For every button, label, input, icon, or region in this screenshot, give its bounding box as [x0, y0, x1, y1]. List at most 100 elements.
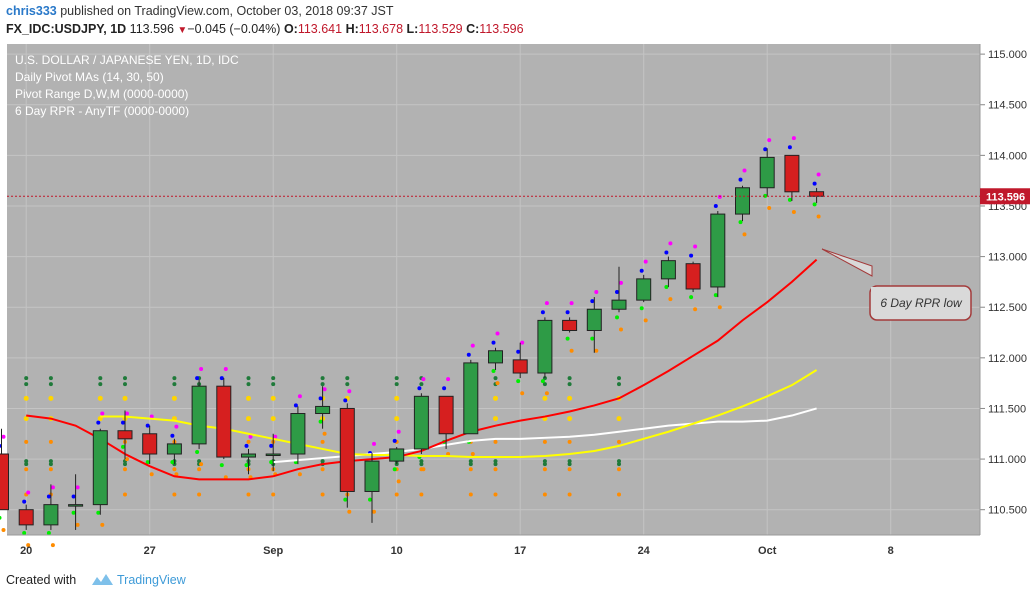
x-tick-label: 20 [20, 545, 32, 557]
candle-body [0, 453, 9, 511]
rpr-dot [590, 299, 595, 304]
x-tick-label: 17 [514, 545, 526, 557]
pivot-dot [542, 382, 547, 387]
pivot-dot [542, 439, 547, 444]
time-axis[interactable] [7, 535, 980, 562]
low-value: 113.529 [418, 22, 463, 36]
rpr-dot [717, 305, 722, 310]
pivot-dot [172, 492, 177, 497]
rpr-dot [693, 307, 698, 312]
pivot-dot [171, 395, 177, 401]
rpr-dot [791, 136, 796, 141]
pivot-dot [48, 467, 53, 472]
pivot-dot [24, 376, 29, 381]
published-text: published on TradingView.com, October 03… [60, 4, 394, 18]
rpr-dot [293, 403, 298, 408]
pivot-dot [246, 376, 251, 381]
candle-body [364, 460, 380, 492]
price-axis[interactable] [980, 44, 1036, 535]
legend-indicator-rpr[interactable]: 6 Day RPR - AnyTF (0000-0000) [15, 104, 189, 118]
rpr-dot [100, 522, 105, 527]
pivot-dot [271, 382, 276, 387]
candle-body [488, 350, 503, 364]
rpr-dot [0, 515, 2, 520]
rpr-dot [668, 241, 673, 246]
x-tick-label: Sep [263, 545, 283, 557]
pivot-dot [98, 382, 103, 387]
rpr-dot [318, 419, 323, 424]
rpr-dot [717, 194, 722, 199]
pivot-dot [48, 376, 53, 381]
author-link[interactable]: chris333 [6, 4, 57, 18]
candle-body [241, 453, 256, 458]
candle-body [389, 448, 405, 462]
candles [0, 148, 825, 530]
pivot-dot [419, 459, 424, 464]
y-tick-label: 111.500 [988, 403, 1026, 415]
pivot-dot [320, 376, 325, 381]
rpr-dot [269, 460, 274, 465]
rpr-dot [466, 352, 471, 357]
rpr-dot [713, 293, 718, 298]
rpr-dot [322, 431, 327, 436]
pivot-dot [48, 462, 53, 467]
rpr-dot [121, 444, 125, 449]
rpr-dot [738, 220, 743, 225]
rpr-dot [219, 463, 224, 468]
rpr-dot [421, 377, 426, 382]
rpr-dot [470, 343, 475, 348]
legend-indicator-pivot-range[interactable]: Pivot Range D,W,M (0000-0000) [15, 87, 188, 101]
pivot-dot [493, 492, 498, 497]
publish-line: chris333 published on TradingView.com, O… [6, 4, 394, 18]
rpr-dot [442, 386, 447, 391]
candle-body [315, 405, 331, 415]
rpr-dot [368, 497, 372, 502]
rpr-dot [639, 306, 644, 311]
rpr-dot [791, 210, 796, 215]
grid-lines [7, 44, 980, 535]
pivot-dot [493, 395, 498, 401]
pivot-dot [320, 467, 325, 472]
pivot-dot [48, 382, 53, 387]
pivot-dot [468, 459, 473, 464]
rpr-dot [199, 366, 204, 371]
chart-footer: Created with TradingView [0, 562, 1036, 598]
rpr-dot [470, 452, 475, 457]
rpr-dot [125, 411, 129, 416]
pivot-dot [567, 492, 572, 497]
rpr-dot [544, 391, 549, 396]
rpr-dot [347, 389, 352, 394]
candle-body [18, 509, 34, 526]
rpr-dot [787, 145, 792, 150]
pivot-dot [197, 492, 202, 497]
pivot-dot [23, 416, 29, 422]
candle-body [512, 359, 528, 374]
pivot-dot [123, 382, 127, 387]
rpr-dot [22, 530, 27, 535]
rpr-dot [763, 147, 768, 152]
rpr-dot [693, 244, 698, 249]
rpr-dot [75, 485, 80, 490]
pivot-dot [616, 416, 622, 422]
high-label: H: [345, 22, 359, 36]
rpr-annotation[interactable]: 6 Day RPR low [821, 248, 972, 321]
pivot-dot [270, 395, 276, 401]
rpr-dot [322, 387, 327, 392]
rpr-dot [615, 315, 619, 320]
pivot-dot [468, 467, 473, 472]
rpr-dot [664, 250, 669, 255]
pivot-dot [493, 467, 498, 472]
pivot-dot [419, 462, 424, 467]
rpr-dot [569, 301, 574, 306]
pivot-dot [394, 416, 400, 422]
rpr-dot [343, 497, 348, 502]
candle-body [43, 504, 59, 526]
price-chart[interactable]: 115.000114.500114.000113.500113.000112.5… [0, 44, 1036, 562]
down-arrow-icon: ▼ [177, 25, 188, 36]
legend-indicator-pivot-mas[interactable]: Daily Pivot MAs (14, 30, 50) [15, 70, 164, 84]
pivot-dot [24, 382, 29, 387]
pivot-dot [24, 462, 29, 467]
rpr-dot [816, 172, 821, 177]
rpr-dot [495, 331, 500, 336]
tradingview-link[interactable]: TradingView [88, 570, 204, 590]
